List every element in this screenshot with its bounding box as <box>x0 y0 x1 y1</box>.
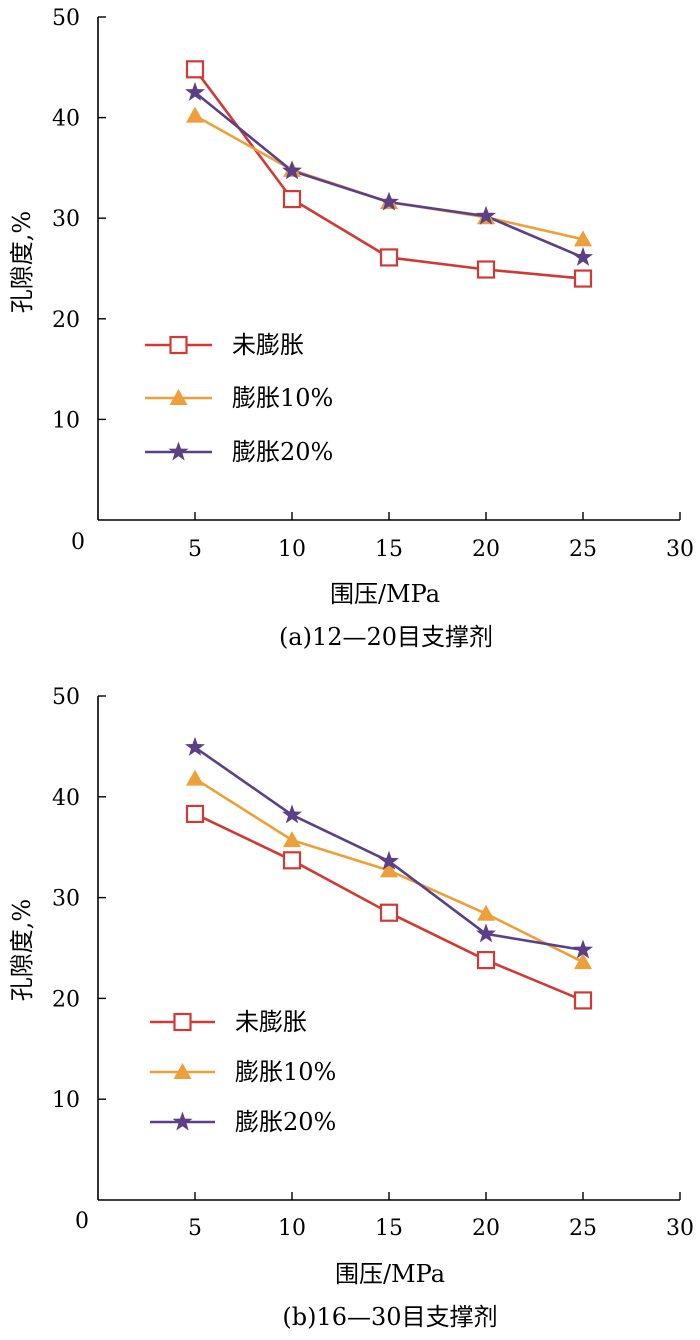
legend-label: 膨胀20% <box>235 1108 336 1136</box>
x-tick-label: 30 <box>666 537 694 562</box>
x-axis-label: 围压/MPa <box>335 1260 445 1288</box>
y-tick-label: 50 <box>52 685 80 710</box>
origin-tick-label: 0 <box>75 1209 89 1234</box>
data-point <box>186 769 204 786</box>
legend-marker <box>169 389 188 405</box>
data-point <box>574 230 592 247</box>
x-tick-label: 20 <box>472 1216 500 1241</box>
data-point <box>573 939 593 959</box>
data-point <box>186 106 204 123</box>
x-tick-label: 10 <box>278 537 306 562</box>
legend-label: 膨胀20% <box>232 438 333 466</box>
data-point <box>476 923 496 943</box>
data-point <box>574 953 592 970</box>
y-tick-label: 30 <box>52 887 80 912</box>
y-tick-label: 40 <box>52 786 80 811</box>
series-line <box>193 68 584 280</box>
y-tick-label: 20 <box>52 308 80 333</box>
x-tick-label: 30 <box>666 1216 694 1241</box>
series-line <box>194 91 584 259</box>
data-point <box>477 904 495 921</box>
data-point <box>379 850 399 870</box>
y-tick-label: 50 <box>52 6 80 31</box>
y-tick-label: 10 <box>52 408 80 433</box>
y-tick-label: 10 <box>52 1088 80 1113</box>
data-point <box>282 189 302 209</box>
data-point <box>379 903 399 922</box>
series-line <box>194 114 584 241</box>
legend-marker <box>173 1063 192 1079</box>
x-tick-label: 20 <box>472 537 500 562</box>
data-point <box>185 804 205 824</box>
x-tick-label: 15 <box>375 1216 403 1241</box>
chart-panel-b: 10 20 30 40 50 0 5 10 15 20 25 30 孔隙度,% 围压/MPa (b)16—3… <box>8 685 694 1331</box>
legend-marker <box>168 441 189 461</box>
y-tick-label: 20 <box>52 987 80 1012</box>
legend-marker <box>172 1111 193 1131</box>
data-point <box>283 831 301 848</box>
y-tick-label: 40 <box>52 107 80 132</box>
x-tick-label: 5 <box>188 1216 202 1241</box>
data-point <box>476 260 496 279</box>
y-axis-label: 孔隙度,% <box>8 211 36 313</box>
data-point <box>380 861 398 878</box>
data-point <box>185 736 205 756</box>
chart-caption: (a)12—20目支撑剂 <box>279 623 493 651</box>
legend-marker <box>173 1012 192 1032</box>
legend-label: 膨胀10% <box>232 384 333 412</box>
data-point <box>185 81 205 101</box>
y-axis-label: 孔隙度,% <box>8 899 36 1001</box>
legend-label: 膨胀10% <box>235 1058 336 1086</box>
data-point <box>476 205 496 225</box>
x-tick-label: 10 <box>278 1216 306 1241</box>
chart-panel-a: 10 20 30 40 50 0 5 10 15 20 25 30 孔隙度,% 围压/MPa (a)12—2… <box>8 6 694 651</box>
data-point <box>282 851 302 870</box>
legend-marker <box>169 335 188 355</box>
y-tick-label: 30 <box>52 207 80 232</box>
data-point <box>379 191 399 211</box>
x-tick-label: 15 <box>375 537 403 562</box>
x-tick-label: 25 <box>569 537 597 562</box>
data-point <box>476 950 496 970</box>
data-point <box>573 269 593 288</box>
legend-label: 未膨胀 <box>232 331 304 359</box>
data-point <box>282 804 302 824</box>
data-point <box>573 246 593 266</box>
data-point <box>573 991 593 1010</box>
x-tick-label: 5 <box>188 537 202 562</box>
x-tick-label: 25 <box>569 1216 597 1241</box>
x-axis-label: 围压/MPa <box>330 580 440 608</box>
data-point <box>379 248 399 267</box>
data-point <box>282 160 302 180</box>
chart-caption: (b)16—30目支撑剂 <box>282 1303 497 1331</box>
origin-tick-label: 0 <box>71 530 85 555</box>
legend-label: 未膨胀 <box>235 1008 307 1036</box>
data-point <box>185 60 205 79</box>
